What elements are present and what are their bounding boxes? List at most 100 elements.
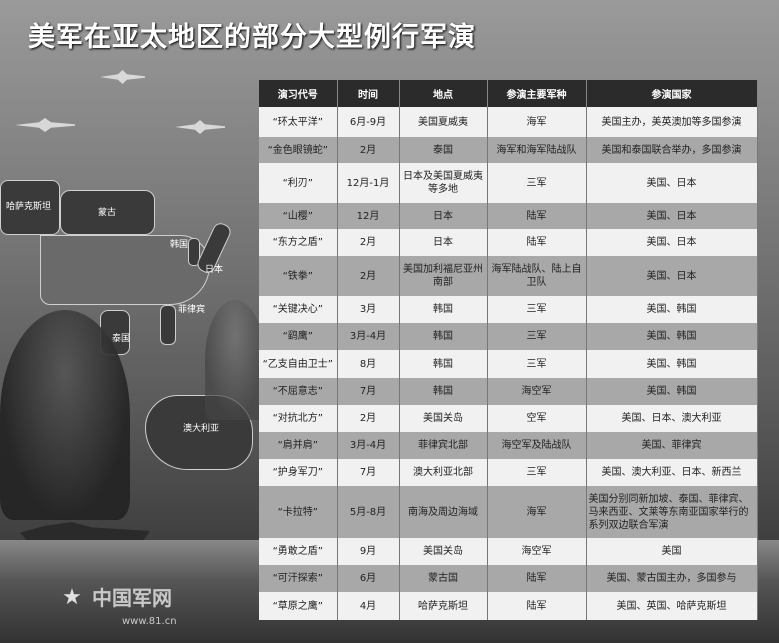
table-row: “卡拉特” 5月-8月 南海及周边海域 海军 美国分别同新加坡、泰国、菲律宾、马来西亚、…: [259, 486, 758, 538]
table-row: “勇敢之盾” 9月 美国关岛 海空军 美国: [259, 538, 758, 565]
table-cell: 美国关岛: [399, 538, 488, 565]
table-cell: 韩国: [399, 323, 488, 350]
page-title: 美军在亚太地区的部分大型例行军演: [28, 22, 476, 53]
column-header: 演习代号: [259, 80, 338, 107]
column-header: 参演主要军种: [487, 80, 587, 107]
column-header: 时间: [337, 80, 400, 107]
table-cell: “鹞鹰”: [259, 323, 338, 350]
table-cell: “金色眼镜蛇”: [259, 137, 338, 163]
table-header-row: 演习代号 时间 地点 参演主要军种 参演国家: [259, 80, 758, 107]
table-cell: “关键决心”: [259, 296, 338, 323]
table-cell: 6月-9月: [337, 107, 400, 137]
table-cell: 陆军: [487, 592, 587, 620]
table-cell: “不屈意志”: [259, 378, 338, 405]
table-cell: 美国夏威夷: [399, 107, 488, 137]
table-cell: 6月: [337, 565, 400, 592]
map-region-mongolia: [60, 190, 155, 235]
table-cell: 4月: [337, 592, 400, 620]
table-cell: 5月-8月: [337, 486, 400, 538]
table-cell: 哈萨克斯坦: [399, 592, 488, 620]
table-cell: 三军: [487, 459, 587, 486]
table-row: “铁拳” 2月 美国加利福尼亚州南部 海军陆战队、陆上自卫队 美国、日本: [259, 256, 758, 296]
table-cell: 12月: [337, 203, 400, 229]
map-region-china: [40, 235, 210, 305]
map-label: 菲律宾: [178, 305, 206, 315]
exercise-table: 演习代号 时间 地点 参演主要军种 参演国家 “环太平洋” 6月-9月 美国夏威夷 海军 美国主…: [259, 80, 758, 620]
table-cell: 日本: [399, 229, 488, 256]
table-cell: 美国、菲律宾: [586, 432, 758, 459]
table-cell: 美国、韩国: [586, 323, 758, 350]
table-cell: 2月: [337, 137, 400, 163]
column-header: 参演国家: [586, 80, 758, 107]
table-cell: “山樱”: [259, 203, 338, 229]
column-header: 地点: [399, 80, 488, 107]
table-cell: 美国分别同新加坡、泰国、菲律宾、马来西亚、文莱等东南亚国家举行的系列双边联合军演: [586, 486, 758, 538]
table-cell: 3月-4月: [337, 323, 400, 350]
table-cell: 海空军及陆战队: [487, 432, 587, 459]
table-cell: 澳大利亚北部: [399, 459, 488, 486]
table-cell: 2月: [337, 405, 400, 432]
table-cell: 美国、日本: [586, 203, 758, 229]
table-row: “金色眼镜蛇” 2月 泰国 海军和海军陆战队 美国和泰国联合举办，多国参演: [259, 137, 758, 163]
table-row: “对抗北方” 2月 美国关岛 空军 美国、日本、澳大利亚: [259, 405, 758, 432]
map-label: 泰国: [112, 334, 131, 344]
table-cell: 日本及美国夏威夷等多地: [399, 163, 488, 203]
table-cell: 美国、英国、哈萨克斯坦: [586, 592, 758, 620]
table-cell: 美国关岛: [399, 405, 488, 432]
table-row: “护身军刀” 7月 澳大利亚北部 三军 美国、澳大利亚、日本、新西兰: [259, 459, 758, 486]
table-cell: 陆军: [487, 203, 587, 229]
table-cell: “肩并肩”: [259, 432, 338, 459]
soldier-image: [0, 310, 130, 520]
map-label: 日本: [205, 265, 224, 275]
table-row: “东方之盾” 2月 日本 陆军 美国、日本: [259, 229, 758, 256]
table-cell: 陆军: [487, 229, 587, 256]
table-row: “关键决心” 3月 韩国 三军 美国、韩国: [259, 296, 758, 323]
table-cell: 韩国: [399, 378, 488, 405]
table-cell: “草原之鹰”: [259, 592, 338, 620]
table-cell: “可汗探索”: [259, 565, 338, 592]
table-cell: “勇敢之盾”: [259, 538, 338, 565]
table-cell: 南海及周边海域: [399, 486, 488, 538]
table-cell: 陆军: [487, 565, 587, 592]
table-cell: 美国、日本、澳大利亚: [586, 405, 758, 432]
table-cell: 海军: [487, 486, 587, 538]
table-cell: 海军陆战队、陆上自卫队: [487, 256, 587, 296]
table-cell: 9月: [337, 538, 400, 565]
table-cell: 菲律宾北部: [399, 432, 488, 459]
table-cell: 2月: [337, 256, 400, 296]
table-cell: 美国、日本: [586, 229, 758, 256]
table-cell: 7月: [337, 378, 400, 405]
table-cell: “东方之盾”: [259, 229, 338, 256]
table-row: “鹞鹰” 3月-4月 韩国 三军 美国、韩国: [259, 323, 758, 350]
table-cell: “卡拉特”: [259, 486, 338, 538]
table-cell: 12月-1月: [337, 163, 400, 203]
table-cell: 美国主办，美英澳加等多国参演: [586, 107, 758, 137]
table-row: “草原之鹰” 4月 哈萨克斯坦 陆军 美国、英国、哈萨克斯坦: [259, 592, 758, 620]
table-row: “乙支自由卫士” 8月 韩国 三军 美国、韩国: [259, 350, 758, 378]
table-cell: 美国、日本: [586, 256, 758, 296]
table-cell: 三军: [487, 350, 587, 378]
map-label: 蒙古: [98, 208, 117, 218]
table-cell: 3月: [337, 296, 400, 323]
table-cell: “铁拳”: [259, 256, 338, 296]
table-row: “不屈意志” 7月 韩国 海空军 美国、韩国: [259, 378, 758, 405]
table-row: “山樱” 12月 日本 陆军 美国、日本: [259, 203, 758, 229]
map-label: 澳大利亚: [183, 424, 220, 434]
table-cell: 日本: [399, 203, 488, 229]
table-cell: 美国、澳大利亚、日本、新西兰: [586, 459, 758, 486]
table-cell: 美国和泰国联合举办，多国参演: [586, 137, 758, 163]
map-region-philippines: [160, 305, 176, 345]
table-cell: 三军: [487, 323, 587, 350]
star-icon: ★: [62, 585, 82, 610]
table-cell: 美国、蒙古国主办，多国参与: [586, 565, 758, 592]
table-cell: 海军和海军陆战队: [487, 137, 587, 163]
table-cell: 美国、韩国: [586, 296, 758, 323]
map-region-kazakhstan: [0, 180, 60, 235]
table-cell: 泰国: [399, 137, 488, 163]
logo-name: 中国军网: [92, 586, 172, 610]
logo-url: www.81.cn: [122, 616, 177, 627]
map-label: 哈萨克斯坦: [6, 202, 52, 212]
table-row: “肩并肩” 3月-4月 菲律宾北部 海空军及陆战队 美国、菲律宾: [259, 432, 758, 459]
table-cell: 美国、韩国: [586, 378, 758, 405]
map-label: 韩国: [170, 240, 189, 250]
